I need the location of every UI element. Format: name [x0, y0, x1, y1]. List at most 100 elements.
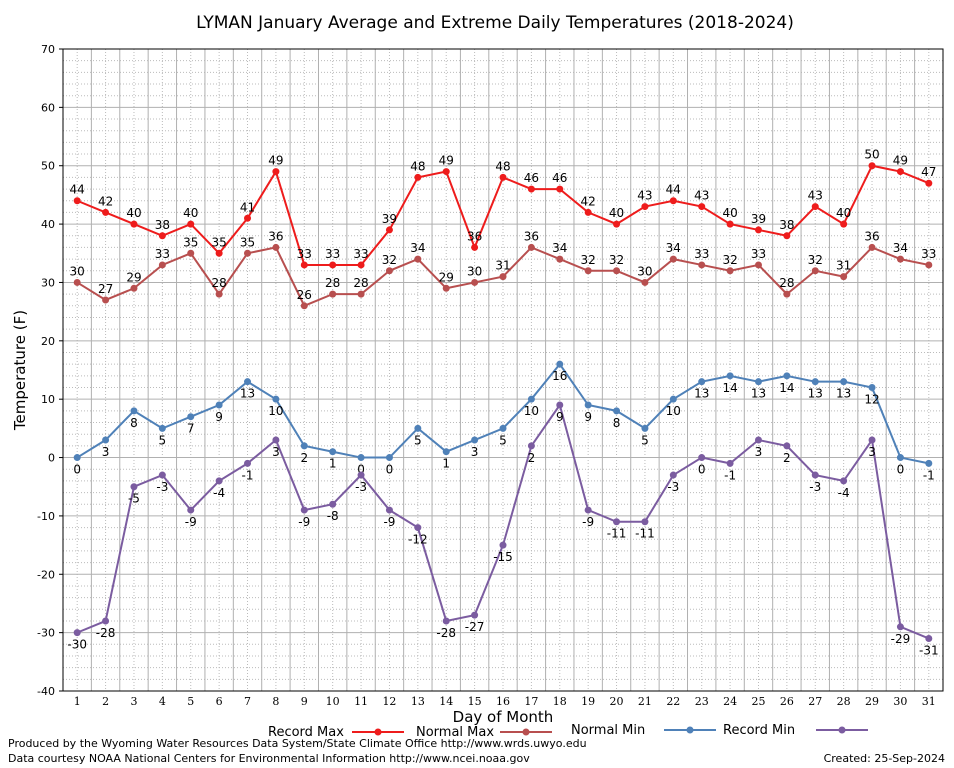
- data-label-record-max: 47: [921, 165, 936, 179]
- y-tick-label: -10: [37, 510, 55, 523]
- y-tick-label: 50: [41, 160, 55, 173]
- data-label-normal-min: 5: [159, 433, 167, 447]
- data-label-record-max: 49: [268, 154, 283, 168]
- data-point-normal-min: [158, 424, 166, 432]
- data-point-normal-min: [783, 372, 791, 380]
- data-point-record-min: [102, 617, 110, 625]
- data-label-record-min: 2: [528, 451, 536, 465]
- data-point-normal-min: [130, 407, 138, 415]
- data-label-normal-min: 8: [130, 416, 138, 430]
- data-point-record-min: [471, 611, 479, 619]
- data-point-normal-max: [442, 284, 450, 292]
- x-tick-label: 22: [666, 695, 680, 708]
- data-point-normal-max: [471, 278, 479, 286]
- data-label-record-min: -4: [213, 486, 225, 500]
- data-label-normal-min: 10: [524, 404, 539, 418]
- data-point-record-max: [130, 220, 138, 228]
- data-point-normal-max: [215, 290, 223, 298]
- data-label-record-min: 3: [272, 445, 280, 459]
- data-point-record-min: [698, 454, 706, 462]
- data-point-normal-min: [300, 442, 308, 450]
- data-point-normal-max: [73, 278, 81, 286]
- data-point-normal-min: [669, 395, 677, 403]
- data-label-record-min: -3: [355, 480, 367, 494]
- data-label-normal-max: 31: [495, 259, 510, 273]
- data-label-normal-max: 36: [524, 229, 539, 243]
- chart-title: LYMAN January Average and Extreme Daily …: [196, 13, 794, 33]
- data-label-record-min: -28: [436, 626, 456, 640]
- data-point-normal-min: [272, 395, 280, 403]
- data-point-record-min: [584, 506, 592, 514]
- x-tick-label: 9: [301, 695, 308, 708]
- data-point-normal-max: [329, 290, 337, 298]
- minor-gridlines: [63, 49, 943, 691]
- data-point-normal-max: [414, 255, 422, 263]
- data-point-record-max: [698, 203, 706, 211]
- x-tick-label: 28: [837, 695, 851, 708]
- legend-label: Record Min: [723, 723, 795, 738]
- data-point-normal-min: [641, 424, 649, 432]
- data-point-normal-max: [130, 284, 138, 292]
- data-label-record-max: 49: [439, 154, 454, 168]
- data-label-normal-max: 36: [864, 229, 879, 243]
- data-label-normal-min: 16: [552, 369, 567, 383]
- data-point-normal-min: [811, 378, 819, 386]
- data-label-normal-min: 5: [499, 433, 507, 447]
- data-label-normal-max: 28: [779, 276, 794, 290]
- data-label-normal-min: 0: [897, 463, 905, 477]
- data-point-normal-max: [811, 267, 819, 275]
- data-point-record-min: [329, 500, 337, 508]
- data-label-normal-min: 13: [836, 387, 851, 401]
- legend-item-normal-max: Normal Max: [416, 725, 552, 740]
- data-label-normal-min: 14: [722, 381, 737, 395]
- data-point-normal-min: [499, 424, 507, 432]
- data-label-normal-max: 27: [98, 282, 113, 296]
- data-point-normal-max: [527, 243, 535, 251]
- data-point-normal-min: [357, 454, 365, 462]
- data-label-normal-max: 29: [439, 270, 454, 284]
- data-point-record-max: [783, 232, 791, 240]
- x-tick-label: 25: [751, 695, 765, 708]
- data-label-record-min: -1: [724, 468, 736, 482]
- data-label-normal-max: 30: [467, 264, 482, 278]
- y-tick-label: 60: [41, 101, 55, 114]
- data-label-record-min: -29: [891, 632, 911, 646]
- legend-marker: [522, 728, 530, 736]
- data-point-normal-min: [102, 436, 110, 444]
- data-label-record-min: 9: [556, 410, 564, 424]
- data-point-normal-min: [584, 401, 592, 409]
- data-label-record-min: 3: [755, 445, 763, 459]
- data-label-record-max: 35: [211, 235, 226, 249]
- data-point-normal-min: [187, 413, 195, 421]
- data-label-normal-min: -1: [923, 468, 935, 482]
- data-label-record-min: -27: [465, 620, 485, 634]
- data-label-normal-max: 33: [694, 247, 709, 261]
- data-point-normal-min: [896, 454, 904, 462]
- data-point-record-max: [102, 208, 110, 216]
- data-label-normal-min: 1: [329, 457, 337, 471]
- data-label-normal-max: 32: [609, 253, 624, 267]
- y-tick-label: 20: [41, 335, 55, 348]
- data-label-record-min: -5: [128, 492, 140, 506]
- data-label-record-max: 33: [297, 247, 312, 261]
- data-point-normal-max: [840, 273, 848, 281]
- data-point-normal-min: [613, 407, 621, 415]
- data-label-record-max: 49: [893, 154, 908, 168]
- data-label-normal-max: 26: [297, 288, 312, 302]
- x-tick-label: 18: [553, 695, 567, 708]
- data-label-record-max: 44: [666, 183, 681, 197]
- data-point-record-min: [754, 436, 762, 444]
- data-point-record-min: [414, 524, 422, 532]
- y-tick-label: 30: [41, 276, 55, 289]
- data-label-normal-max: 31: [836, 259, 851, 273]
- data-label-normal-max: 36: [268, 229, 283, 243]
- data-label-normal-min: 5: [414, 433, 422, 447]
- data-label-normal-min: 0: [386, 463, 394, 477]
- data-label-record-min: -11: [635, 527, 655, 541]
- plot-frame: [62, 48, 944, 692]
- data-label-normal-min: 13: [808, 387, 823, 401]
- y-tick-label: -20: [37, 568, 55, 581]
- data-point-normal-max: [272, 243, 280, 251]
- data-label-record-max: 40: [183, 206, 198, 220]
